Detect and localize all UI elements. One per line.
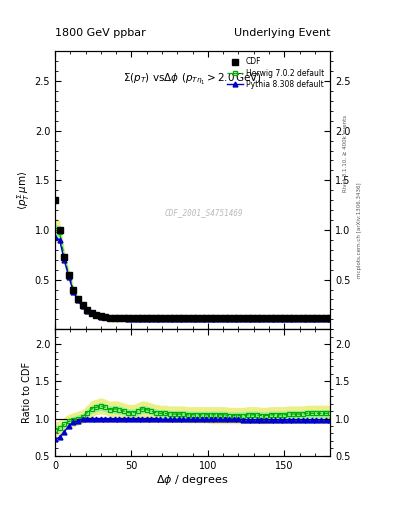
X-axis label: $\Delta\phi$ / degrees: $\Delta\phi$ / degrees — [156, 473, 229, 487]
Legend: CDF, Herwig 7.0.2 default, Pythia 8.308 default: CDF, Herwig 7.0.2 default, Pythia 8.308 … — [225, 55, 326, 91]
Text: mcplots.cern.ch [arXiv:1306.3436]: mcplots.cern.ch [arXiv:1306.3436] — [357, 183, 362, 278]
Y-axis label: Ratio to CDF: Ratio to CDF — [22, 362, 32, 423]
Text: Rivet 3.1.10, ≥ 400k events: Rivet 3.1.10, ≥ 400k events — [343, 115, 348, 192]
Text: $\Sigma(p_T)$ vs$\Delta\phi$ $(p_{T\eta_1} > 2.0\,\mathrm{GeV})$: $\Sigma(p_T)$ vs$\Delta\phi$ $(p_{T\eta_… — [123, 71, 262, 86]
Text: 1800 GeV ppbar: 1800 GeV ppbar — [55, 28, 146, 38]
Text: Underlying Event: Underlying Event — [233, 28, 330, 38]
Y-axis label: $\langle p_T^\Sigma\,\mu\mathrm{m}\rangle$: $\langle p_T^\Sigma\,\mu\mathrm{m}\rangl… — [15, 170, 32, 210]
Text: CDF_2001_S4751469: CDF_2001_S4751469 — [164, 208, 243, 217]
